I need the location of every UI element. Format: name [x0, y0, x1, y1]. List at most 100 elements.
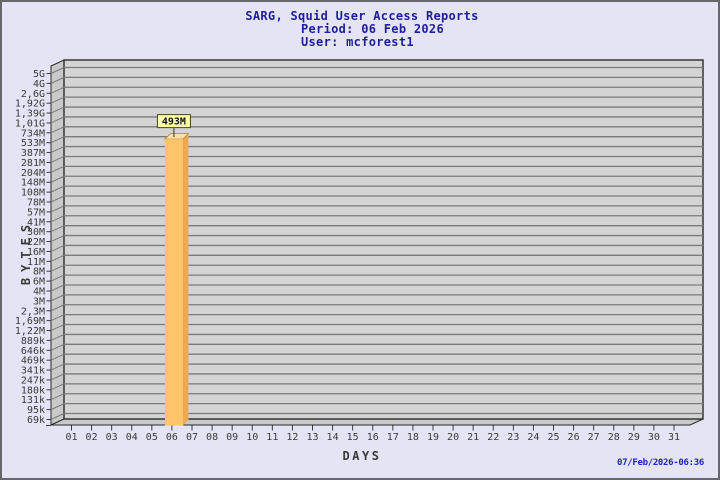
- y-tick-label: 646k: [21, 346, 45, 357]
- y-tick-label: 2,6G: [21, 89, 45, 100]
- x-tick-label: 06: [166, 432, 178, 443]
- x-tick-label: 07: [186, 432, 198, 443]
- x-tick-label: 03: [106, 432, 118, 443]
- wall-diagonal: [50, 146, 65, 154]
- wall-diagonal: [50, 343, 65, 351]
- bar-value-label: 493M: [162, 117, 186, 128]
- x-tick-label: 24: [527, 432, 539, 443]
- wall-diagonal: [50, 106, 65, 114]
- x-tick-label: 20: [447, 432, 459, 443]
- wall-diagonal: [50, 383, 65, 391]
- y-tick-label: 341k: [21, 366, 45, 377]
- bar-value-box: [156, 114, 191, 129]
- y-tick-label: 131k: [21, 395, 45, 406]
- x-tick-label: 02: [86, 432, 98, 443]
- wall-diagonal: [50, 156, 65, 163]
- wall-diagonal: [50, 126, 65, 134]
- y-tick-label: 57M: [27, 207, 45, 218]
- y-tick-label: 1,92G: [15, 99, 45, 110]
- wall-diagonal: [50, 373, 65, 381]
- y-tick-label: 11M: [27, 257, 45, 268]
- wall-diagonal: [50, 165, 65, 173]
- x-tick-label: 31: [668, 432, 680, 443]
- wall-diagonal: [50, 314, 65, 322]
- y-tick-label: 3M: [33, 296, 45, 307]
- x-tick-label: 30: [648, 432, 660, 443]
- y-tick-label: 1,69M: [15, 316, 45, 327]
- wall-diagonal: [50, 393, 65, 401]
- wall-diagonal: [50, 136, 65, 144]
- wall-diagonal: [50, 353, 65, 361]
- generation-timestamp: 07/Feb/2026-06:36: [616, 458, 704, 468]
- wall-diagonal: [50, 195, 65, 203]
- y-tick-label: 889k: [21, 336, 45, 347]
- x-tick-label: 08: [206, 432, 218, 443]
- y-tick-label: 6M: [33, 277, 45, 288]
- wall-diagonal: [50, 244, 65, 252]
- x-tick-label: 25: [547, 432, 559, 443]
- wall-diagonal: [50, 205, 65, 213]
- wall-diagonal: [50, 284, 65, 292]
- x-tick-label: 26: [568, 432, 580, 443]
- wall-diagonal: [50, 76, 65, 84]
- x-tick-label: 16: [367, 432, 379, 443]
- y-tick-label: 22M: [27, 237, 45, 248]
- y-tick-label: 4G: [33, 79, 45, 90]
- x-tick-label: 05: [146, 432, 158, 443]
- plot-back-wall: [63, 59, 704, 420]
- bar-side: [182, 133, 189, 426]
- wall-diagonal: [50, 254, 65, 262]
- report-period: Period: 06 Feb 2026: [301, 22, 444, 36]
- y-tick-label: 148M: [21, 178, 45, 189]
- y-tick-label: 281M: [21, 158, 45, 169]
- y-tick-label: 180k: [21, 385, 45, 396]
- x-axis-title: DAYS: [342, 449, 382, 463]
- report-user: User: mcforest1: [301, 35, 414, 49]
- wall-diagonal: [50, 294, 65, 302]
- y-tick-label: 387M: [21, 148, 45, 159]
- y-axis-title: BYTES: [19, 218, 33, 286]
- wall-diagonal: [50, 264, 65, 272]
- wall-diagonal: [50, 215, 65, 223]
- wall-diagonal: [50, 274, 65, 282]
- x-tick-label: 14: [327, 432, 339, 443]
- wall-diagonal: [50, 175, 65, 183]
- x-tick-label: 01: [65, 432, 77, 443]
- x-tick-label: 21: [467, 432, 479, 443]
- x-tick-label: 11: [266, 432, 278, 443]
- plot-floor: [50, 418, 704, 426]
- y-tick-label: 16M: [27, 247, 45, 258]
- x-tick-label: 17: [387, 432, 399, 443]
- y-tick-label: 1,39G: [15, 109, 45, 120]
- x-tick-label: 04: [126, 432, 138, 443]
- y-tick-label: 1,22M: [15, 326, 45, 337]
- y-tick-label: 5G: [33, 69, 45, 80]
- x-tick-label: 23: [507, 432, 519, 443]
- x-tick-label: 27: [588, 432, 600, 443]
- y-tick-label: 30M: [27, 227, 45, 238]
- y-tick-label: 204M: [21, 168, 45, 179]
- wall-diagonal: [50, 116, 65, 124]
- page-title: SARG, Squid User Access Reports: [245, 9, 479, 23]
- wall-diagonal: [50, 304, 65, 312]
- plot-left-wall: [50, 59, 65, 426]
- bar-front: [164, 139, 183, 426]
- wall-diagonal: [50, 96, 65, 104]
- y-tick-label: 734M: [21, 128, 45, 139]
- x-tick-label: 13: [306, 432, 318, 443]
- y-tick-label: 469k: [21, 356, 45, 367]
- wall-diagonal: [50, 67, 65, 74]
- x-tick-label: 12: [286, 432, 298, 443]
- y-tick-label: 95k: [27, 405, 45, 416]
- x-tick-label: 09: [226, 432, 238, 443]
- y-tick-label: 1,01G: [15, 118, 45, 129]
- wall-diagonal: [50, 324, 65, 331]
- x-tick-label: 28: [608, 432, 620, 443]
- wall-diagonal: [50, 185, 65, 193]
- y-tick-label: 69k: [27, 415, 45, 426]
- y-tick-label: 247k: [21, 375, 45, 386]
- y-tick-label: 108M: [21, 188, 45, 199]
- x-tick-label: 29: [628, 432, 640, 443]
